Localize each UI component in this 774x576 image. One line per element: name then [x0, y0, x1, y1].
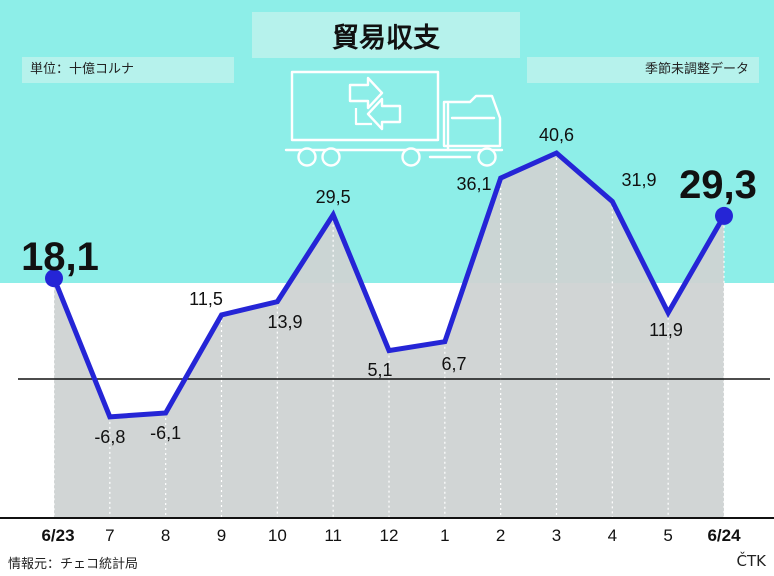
x-tick-label: 6/23: [41, 526, 74, 545]
data-points: [45, 206, 733, 288]
chart-title: 貿易収支: [252, 12, 520, 58]
x-tick-label: 5: [663, 526, 672, 545]
value-label: 31,9: [621, 170, 656, 190]
x-tick-label: 1: [440, 526, 449, 545]
agency-credit: ČTK: [736, 552, 766, 570]
x-tick-label: 2: [496, 526, 505, 545]
value-label: 18,1: [21, 235, 99, 279]
value-label: -6,8: [94, 427, 125, 447]
truck-icon: [284, 70, 504, 167]
value-label: 36,1: [456, 174, 491, 194]
x-tick-label: 11: [324, 526, 342, 545]
value-label: 13,9: [267, 312, 302, 332]
value-labels: 18,1 -6,8 -6,1 11,5 13,9 29,5 5,1 6,7 36,1 40,6 31…: [21, 125, 757, 447]
value-label: 6,7: [441, 354, 466, 374]
x-tick-label: 3: [552, 526, 561, 545]
value-label: 11,9: [649, 320, 683, 340]
x-tick-labels: 6/23 7 8 9 10 11 12 1 2 3 4 5 6/24: [41, 526, 741, 545]
x-tick-label: 8: [161, 526, 170, 545]
adjustment-note: 季節未調整データ: [527, 57, 759, 83]
value-label: 29,3: [679, 163, 757, 207]
data-point: [715, 206, 733, 225]
grid-lines: [53, 153, 725, 518]
x-tick-label: 9: [217, 526, 226, 545]
x-tick-label: 7: [105, 526, 114, 545]
value-label: 5,1: [367, 360, 392, 380]
value-label: 40,6: [539, 125, 574, 145]
value-label: 29,5: [316, 187, 351, 207]
x-tick-label: 4: [608, 526, 617, 545]
source-note: 情報元：チェコ統計局: [8, 557, 139, 572]
right-background-strip: [724, 210, 774, 283]
value-label: 11,5: [189, 289, 223, 309]
x-tick-label: 10: [268, 526, 287, 545]
series-line: [51, 150, 727, 420]
x-tick-label: 12: [380, 526, 399, 545]
x-tick-label: 6/24: [707, 526, 741, 545]
value-label: -6,1: [150, 423, 181, 443]
data-point: [45, 269, 63, 288]
unit-label: 単位：十億コルナ: [22, 57, 234, 83]
exchange-arrows-icon: [348, 76, 402, 131]
